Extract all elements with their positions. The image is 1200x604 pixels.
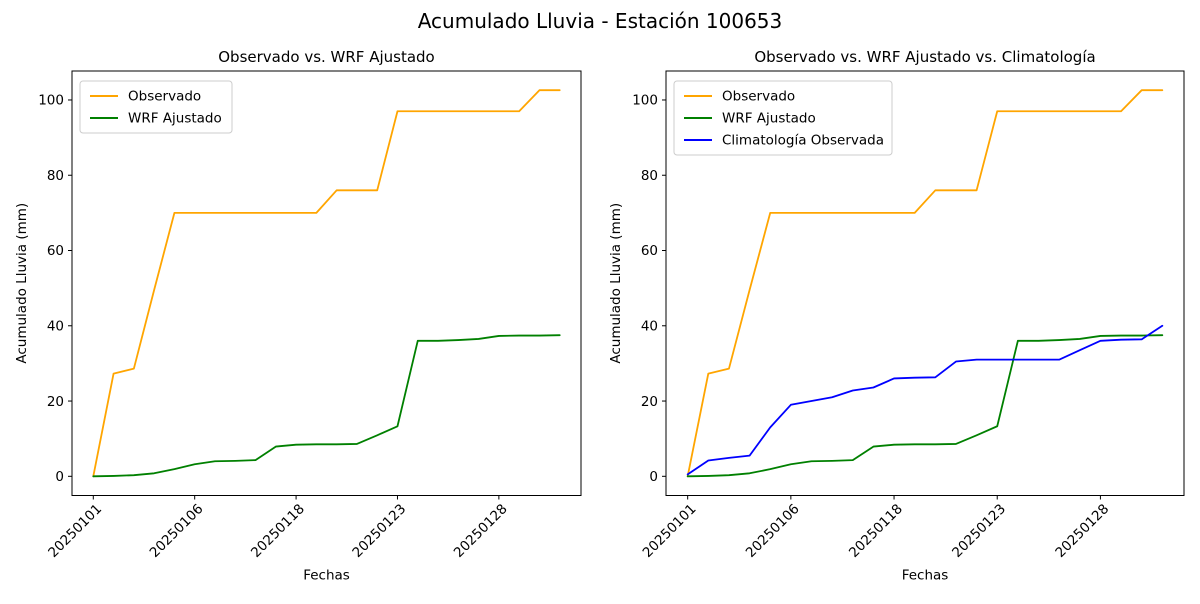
x-tick-label: 20250101 [640,501,700,561]
x-tick-label: 20250123 [949,501,1009,561]
x-tick-label: 20250118 [248,501,308,561]
legend-label-climatologia-observada: Climatología Observada [722,133,884,149]
subplot-title: Observado vs. WRF Ajustado vs. Climatolo… [754,48,1095,66]
series-line-climatologia-observada [686,324,1164,476]
x-tick-label: 20250123 [349,501,409,561]
x-axis-label: Fechas [303,568,350,584]
y-tick-label: 40 [47,319,64,335]
x-tick-label: 20250128 [451,501,511,561]
y-tick-label: 100 [38,93,64,109]
series-line-wrf-ajustado [686,334,1164,478]
legend-label-wrf-ajustado: WRF Ajustado [722,111,816,127]
legend: Observado WRF Ajustado Climatología Observ… [673,80,893,156]
x-tick-label: 20250106 [743,501,803,561]
y-axis-label: Acumulado Lluvia (mm) [14,203,30,364]
figure-title: Acumulado Lluvia - Estación 100653 [417,9,783,33]
legend: Observado WRF Ajustado [79,80,233,134]
legend-label-wrf-ajustado: WRF Ajustado [128,111,222,127]
axes-frame [665,70,1185,496]
y-tick-label: 80 [47,168,64,184]
y-tick-label: 60 [47,243,64,259]
axes-frame [71,70,582,496]
y-axis-label: Acumulado Lluvia (mm) [608,203,624,364]
y-tick-label: 40 [641,319,658,335]
legend-label-observado: Observado [128,89,201,105]
series-line-observado [92,89,561,478]
x-tick-label: 20250101 [45,501,105,561]
x-axis-label: Fechas [902,568,949,584]
y-tick-label: 20 [641,394,658,410]
x-tick-label: 20250128 [1052,501,1112,561]
series-line-wrf-ajustado [92,334,561,478]
x-tick-label: 20250118 [846,501,906,561]
y-tick-label: 60 [641,243,658,259]
series-line-observado [686,89,1164,478]
right-subplot: 0 20 40 60 80 100 20250101 20250106 20250118 2025… [608,48,1185,584]
legend-box [673,80,893,156]
subplot-title: Observado vs. WRF Ajustado [218,48,434,66]
legend-box [79,80,233,134]
y-tick-label: 0 [55,469,64,485]
y-tick-label: 80 [641,168,658,184]
x-tick-label: 20250106 [147,501,207,561]
left-subplot: 0 20 40 60 80 100 20250101 20250106 20250118 2025… [14,48,582,584]
y-tick-label: 20 [47,394,64,410]
axes-background [72,71,581,496]
y-tick-label: 100 [632,93,658,109]
legend-label-observado: Observado [722,89,795,105]
y-tick-label: 0 [649,469,658,485]
